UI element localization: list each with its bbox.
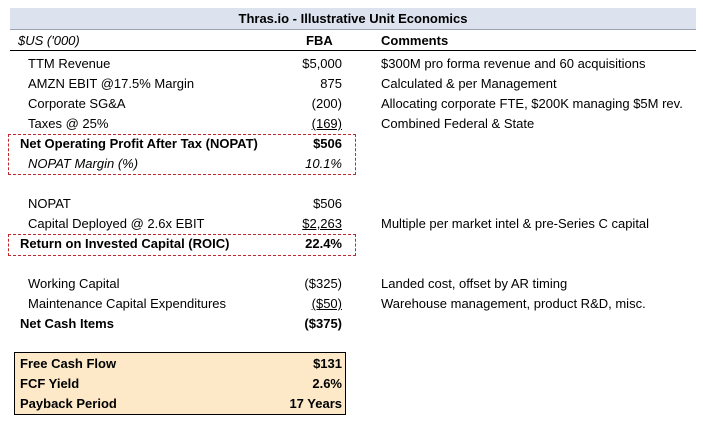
row-value: ($325) (304, 276, 342, 291)
table-row-capital-deployed: Capital Deployed @ 2.6x EBIT $2,263 Mult… (10, 214, 696, 234)
row-comment: Allocating corporate FTE, $200K managing… (381, 96, 683, 111)
table-row-taxes: Taxes @ 25% (169) Combined Federal & Sta… (10, 114, 696, 134)
summary-row-payback: Payback Period 17 Years (15, 394, 347, 414)
comments-header: Comments (381, 33, 449, 48)
row-comment: Multiple per market intel & pre-Series C… (381, 216, 650, 231)
table-row-nopat-margin: NOPAT Margin (%) 10.1% (10, 154, 696, 174)
summary-box: Free Cash Flow $131 FCF Yield 2.6% Payba… (14, 352, 346, 415)
row-label: Maintenance Capital Expenditures (28, 296, 227, 311)
row-label: NOPAT (28, 196, 71, 211)
summary-row-fcf-yield: FCF Yield 2.6% (15, 374, 347, 394)
units-header: $US ('000) (18, 33, 80, 48)
row-value: (169) (311, 116, 342, 131)
row-value: ($50) (311, 296, 342, 311)
table-row-ttm-revenue: TTM Revenue $5,000 $300M pro forma reven… (10, 54, 696, 74)
row-value: 10.1% (305, 156, 342, 171)
row-label: Net Cash Items (20, 316, 114, 331)
row-value: ($375) (304, 316, 342, 331)
row-label: NOPAT Margin (%) (28, 156, 139, 171)
row-value: 2.6% (312, 376, 342, 391)
header-row: $US ('000) FBA Comments (10, 31, 696, 51)
row-label: Net Operating Profit After Tax (NOPAT) (20, 136, 258, 151)
row-label: Return on Invested Capital (ROIC) (20, 236, 230, 251)
row-value: $131 (313, 356, 342, 371)
row-value: $506 (313, 196, 342, 211)
table-row-nopat-line: Net Operating Profit After Tax (NOPAT) $… (10, 134, 696, 154)
table-row-maintenance-capex: Maintenance Capital Expenditures ($50) W… (10, 294, 696, 314)
row-label: AMZN EBIT @17.5% Margin (28, 76, 195, 91)
table-row-sga: Corporate SG&A (200) Allocating corporat… (10, 94, 696, 114)
row-label: Free Cash Flow (20, 356, 117, 371)
row-comment: Warehouse management, product R&D, misc. (381, 296, 646, 311)
table-title: Thras.io - Illustrative Unit Economics (10, 8, 696, 30)
row-value: 22.4% (305, 236, 342, 251)
row-value: (200) (311, 96, 342, 111)
row-label: Payback Period (20, 396, 117, 411)
table-row-ebit: AMZN EBIT @17.5% Margin 875 Calculated &… (10, 74, 696, 94)
row-value: 17 Years (289, 396, 342, 411)
row-label: TTM Revenue (28, 56, 111, 71)
row-value: $2,263 (302, 216, 342, 231)
fba-header: FBA (306, 33, 333, 48)
row-label: Corporate SG&A (28, 96, 126, 111)
summary-row-fcf: Free Cash Flow $131 (15, 354, 347, 374)
row-comment: Calculated & per Management (381, 76, 557, 91)
table-row-working-capital: Working Capital ($325) Landed cost, offs… (10, 274, 696, 294)
row-value: $506 (313, 136, 342, 151)
table-row-net-cash-items: Net Cash Items ($375) (10, 314, 696, 334)
row-label: Capital Deployed @ 2.6x EBIT (28, 216, 205, 231)
row-label: FCF Yield (20, 376, 80, 391)
nopat-highlight-box (8, 134, 356, 175)
row-label: Taxes @ 25% (28, 116, 109, 131)
row-value: $5,000 (302, 56, 342, 71)
table-row-roic: Return on Invested Capital (ROIC) 22.4% (10, 234, 696, 254)
row-comment: $300M pro forma revenue and 60 acquisiti… (381, 56, 646, 71)
row-value: 875 (320, 76, 342, 91)
table-row-nopat: NOPAT $506 (10, 194, 696, 214)
row-comment: Combined Federal & State (381, 116, 535, 131)
row-comment: Landed cost, offset by AR timing (381, 276, 568, 291)
row-label: Working Capital (28, 276, 120, 291)
roic-highlight-box (8, 234, 356, 256)
